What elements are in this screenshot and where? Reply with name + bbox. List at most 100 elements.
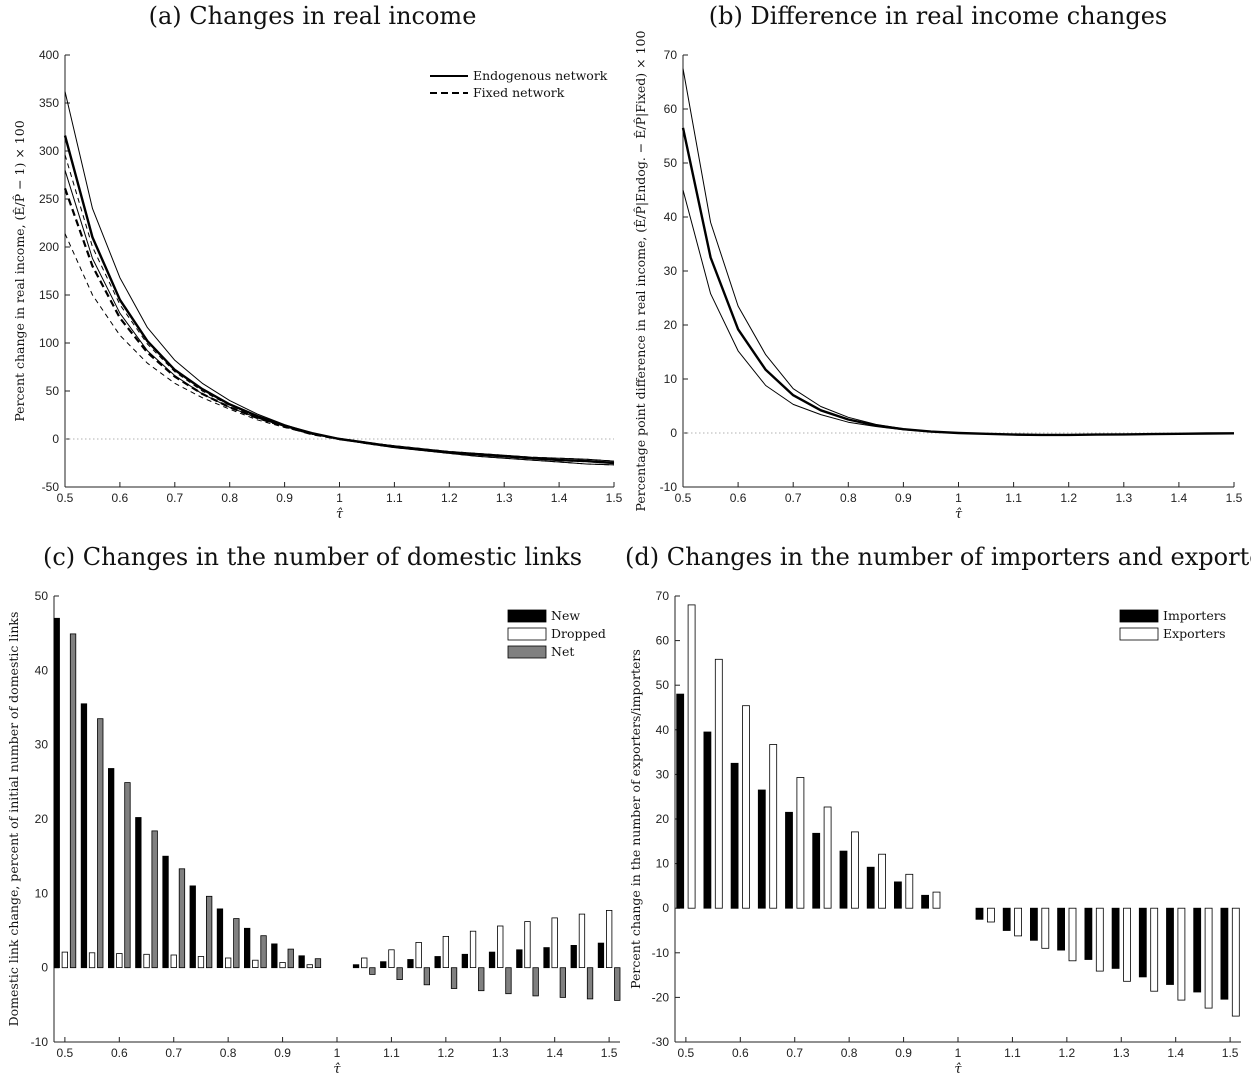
y-tick-label: 40 bbox=[656, 723, 670, 737]
y-tick-label: 300 bbox=[39, 144, 59, 158]
bar-new bbox=[298, 955, 305, 969]
y-tick-label: -10 bbox=[660, 480, 678, 494]
bar-dropped bbox=[88, 952, 96, 969]
bar-importers bbox=[1193, 907, 1202, 993]
bar-new bbox=[516, 949, 523, 968]
bar-exporters bbox=[850, 831, 859, 909]
bar-dropped bbox=[306, 964, 313, 969]
bar-net bbox=[314, 958, 322, 969]
y-tick-label: 10 bbox=[35, 886, 49, 900]
bar-exporters bbox=[742, 705, 750, 909]
x-tick-label: 0.7 bbox=[786, 1046, 803, 1060]
x-tick-label: 1.3 bbox=[1113, 1046, 1130, 1060]
panel-d: (d) Changes in the number of importers a… bbox=[625, 535, 1251, 1078]
bar-importers bbox=[757, 789, 766, 909]
y-tick-label: 20 bbox=[656, 812, 670, 826]
x-tick-label: 1.5 bbox=[1222, 1046, 1239, 1060]
panel-b: (b) Difference in real income changes -1… bbox=[625, 0, 1251, 530]
y-tick-label: 70 bbox=[656, 589, 670, 603]
y-tick-label: -30 bbox=[652, 1035, 670, 1049]
x-tick-label: 0.5 bbox=[678, 1046, 695, 1060]
bar-exporters bbox=[1123, 907, 1131, 982]
bar-dropped bbox=[606, 909, 613, 968]
x-tick-label: 0.5 bbox=[57, 491, 74, 505]
panel-c: (c) Changes in the number of domestic li… bbox=[0, 535, 625, 1078]
y-axis-label: Percentage point difference in real inco… bbox=[633, 30, 648, 511]
y-tick-label: 400 bbox=[39, 48, 59, 62]
bar-exporters bbox=[905, 873, 914, 909]
bar-new bbox=[570, 944, 577, 969]
x-tick-label: 1.4 bbox=[1171, 491, 1188, 505]
bar-dropped bbox=[415, 941, 422, 969]
bar-net bbox=[505, 967, 512, 995]
bar-net bbox=[532, 967, 539, 997]
bar-importers bbox=[812, 832, 821, 909]
bar-new bbox=[461, 953, 469, 969]
bar-importers bbox=[1111, 907, 1120, 969]
bar-dropped bbox=[497, 925, 504, 968]
y-tick-label: -10 bbox=[31, 1035, 49, 1049]
y-tick-label: 30 bbox=[664, 264, 678, 278]
x-tick-label: 1 bbox=[955, 491, 962, 505]
y-tick-label: 20 bbox=[35, 812, 49, 826]
bar-exporters bbox=[1041, 907, 1050, 949]
bar-new bbox=[108, 768, 115, 969]
bar-exporters bbox=[932, 891, 941, 909]
x-tick-label: 1.1 bbox=[1005, 491, 1022, 505]
x-tick-label: 0.6 bbox=[112, 491, 129, 505]
bar-net bbox=[586, 967, 594, 1000]
bar-new bbox=[271, 943, 278, 969]
bar-new bbox=[80, 703, 88, 969]
bar-dropped bbox=[61, 951, 68, 969]
y-axis-label: Percent change in the number of exporter… bbox=[628, 649, 643, 989]
legend-label: Exporters bbox=[1163, 626, 1226, 641]
x-tick-label: 1.1 bbox=[386, 491, 403, 505]
bar-net bbox=[396, 967, 403, 981]
bar-importers bbox=[785, 811, 793, 909]
bar-exporters bbox=[687, 604, 696, 909]
bar-importers bbox=[1138, 907, 1147, 978]
bar-exporters bbox=[1095, 907, 1104, 972]
bar-dropped bbox=[578, 913, 586, 969]
bar-new bbox=[216, 908, 224, 968]
y-tick-label: 50 bbox=[664, 156, 678, 170]
bar-net bbox=[369, 967, 376, 975]
y-tick-label: 0 bbox=[52, 432, 59, 446]
bar-importers bbox=[1002, 907, 1011, 931]
y-tick-label: 10 bbox=[664, 372, 678, 386]
bar-exporters bbox=[1014, 907, 1023, 937]
bar-new bbox=[597, 942, 605, 969]
x-tick-label: 0.6 bbox=[732, 1046, 749, 1060]
bar-new bbox=[352, 964, 360, 969]
y-tick-label: 50 bbox=[656, 678, 670, 692]
y-tick-label: 50 bbox=[46, 384, 60, 398]
series-line-2 bbox=[682, 189, 1235, 436]
bar-chart-c: -10 0 10 20 30 40 50 0.5 0.6 0.7 0.8 0.9 1 1.1 1.2 1.3 1… bbox=[6, 589, 621, 1077]
x-tick-label: 1.4 bbox=[1167, 1046, 1184, 1060]
x-tick-label: 0.8 bbox=[841, 1046, 858, 1060]
bar-dropped bbox=[197, 956, 205, 969]
bar-importers bbox=[839, 850, 848, 909]
y-tick-label: 100 bbox=[39, 336, 59, 350]
x-tick-label: 0.9 bbox=[895, 1046, 912, 1060]
bar-net bbox=[614, 967, 621, 1001]
bar-dropped bbox=[361, 957, 368, 969]
bar-net bbox=[287, 948, 294, 969]
legend-label: New bbox=[551, 608, 580, 623]
y-tick-label: 30 bbox=[656, 767, 670, 781]
bar-new bbox=[488, 951, 496, 969]
y-axis-label: Percent change in real income, (Ê/P̂ − 1… bbox=[12, 120, 27, 421]
bar-exporters bbox=[1177, 907, 1186, 1001]
bar-dropped bbox=[279, 962, 286, 969]
y-tick-label: 70 bbox=[664, 48, 678, 62]
x-tick-label: 0.9 bbox=[274, 1046, 291, 1060]
x-tick-label: 0.5 bbox=[57, 1046, 74, 1060]
bar-dropped bbox=[252, 959, 259, 969]
legend-label: Endogenous network bbox=[473, 68, 608, 83]
bar-new bbox=[407, 959, 414, 969]
x-tick-label: 1.5 bbox=[1226, 491, 1243, 505]
chart-title: (d) Changes in the number of importers a… bbox=[625, 543, 1251, 571]
x-tick-label: 0.8 bbox=[840, 491, 857, 505]
x-tick-label: 0.8 bbox=[221, 491, 238, 505]
bar-new bbox=[243, 927, 251, 969]
